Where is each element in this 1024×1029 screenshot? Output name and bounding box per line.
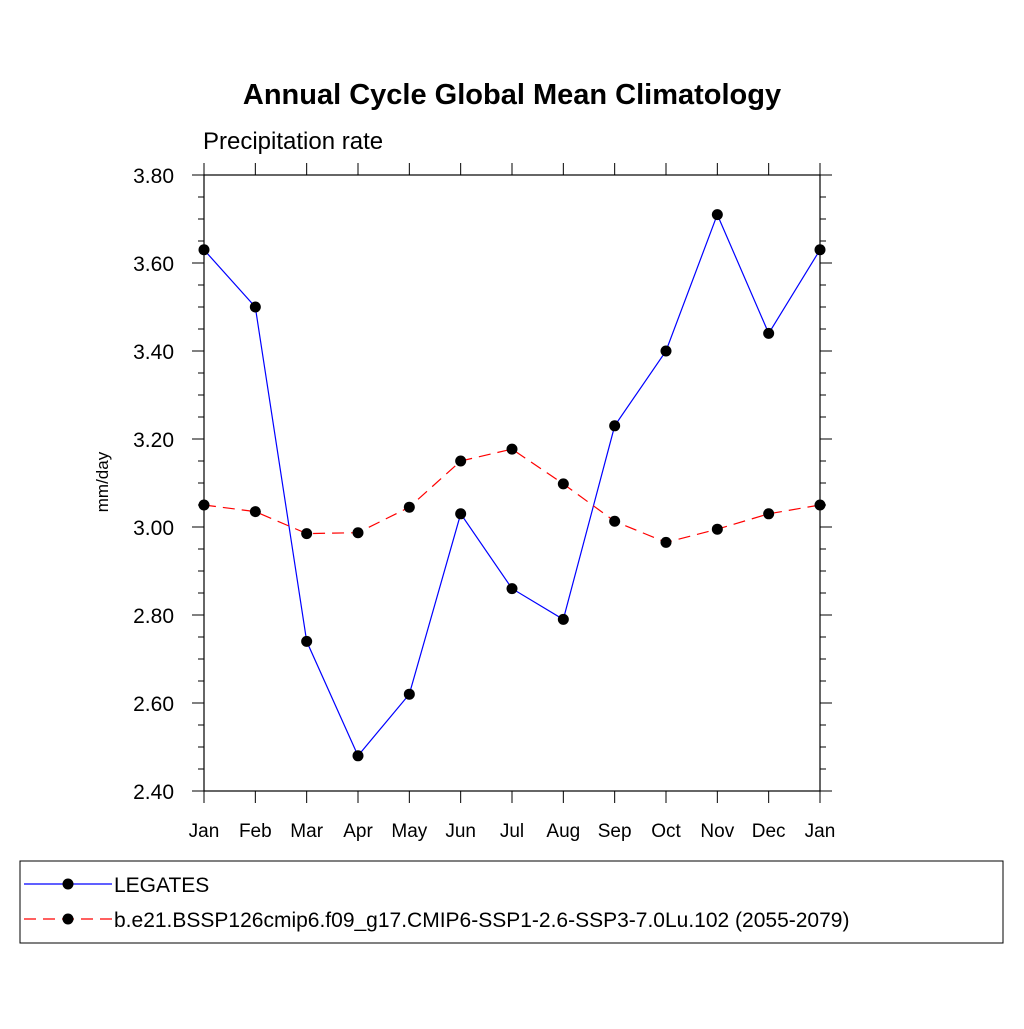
plot-frame [203,174,821,792]
data-point-series-1 [609,515,621,527]
data-point-series-0 [301,635,313,647]
y-tick-label: 3.00 [133,517,174,540]
chart-subtitle: Precipitation rate [203,128,383,155]
data-point-series-0 [249,301,261,313]
data-point-series-1 [352,527,364,539]
x-tick-label: Jan [189,821,220,842]
legend: LEGATES b.e21.BSSP126cmip6.f09_g17.CMIP6-… [19,860,1004,944]
x-tick-label: Jan [805,821,836,842]
data-point-series-1 [711,523,723,535]
data-point-series-1 [557,478,569,490]
data-point-series-1 [660,536,672,548]
x-tick-label: Mar [290,821,323,842]
y-tick-label: 2.60 [133,693,174,716]
y-tick-label: 3.20 [133,429,174,452]
data-point-series-0 [660,345,672,357]
data-point-series-1 [249,506,261,518]
x-tick-label: Aug [546,821,580,842]
legend-marker-0 [62,878,74,890]
data-point-series-1 [198,499,210,511]
x-tick-label: Nov [700,821,734,842]
data-point-series-1 [506,443,518,455]
x-tick-label: Sep [598,821,632,842]
y-tick-label: 3.80 [133,165,174,188]
data-point-series-0 [609,420,621,432]
data-point-series-0 [198,244,210,256]
data-point-series-1 [403,501,415,513]
x-tick-label: Oct [651,821,681,842]
data-point-series-0 [352,750,364,762]
data-point-series-0 [763,327,775,339]
data-point-series-0 [557,613,569,625]
x-tick-label: Jun [445,821,476,842]
data-point-series-0 [814,244,826,256]
legend-label-0: LEGATES [114,874,209,897]
x-tick-label: Dec [752,821,786,842]
data-point-series-1 [301,528,313,540]
x-tick-label: Apr [343,821,373,842]
legend-marker-1 [62,913,74,925]
y-axis-label: mm/day [93,451,112,512]
y-tick-label: 3.40 [133,341,174,364]
y-tick-label: 2.40 [133,781,174,804]
axes: 2.40 2.60 2.80 3.00 3.20 3.40 3.60 3.80 Jan Feb Ma… [133,163,835,842]
data-point-series-1 [814,499,826,511]
legend-label-1: b.e21.BSSP126cmip6.f09_g17.CMIP6-SSP1-2.… [114,909,849,932]
data-point-series-0 [403,688,415,700]
legend-box [19,860,1004,944]
series-line-1 [203,448,821,544]
data-point-series-0 [506,583,518,595]
data-point-series-1 [455,455,467,467]
x-tick-label: May [391,821,427,842]
chart-title: Annual Cycle Global Mean Climatology [243,79,781,111]
y-tick-label: 2.80 [133,605,174,628]
x-tick-label: Jul [500,821,524,842]
data-point-series-0 [711,209,723,221]
data-point-series-1 [763,508,775,520]
y-tick-label: 3.60 [133,253,174,276]
x-tick-label: Feb [239,821,272,842]
series-line-0 [203,212,821,757]
data-point-series-0 [455,508,467,520]
series-layer [198,209,826,762]
